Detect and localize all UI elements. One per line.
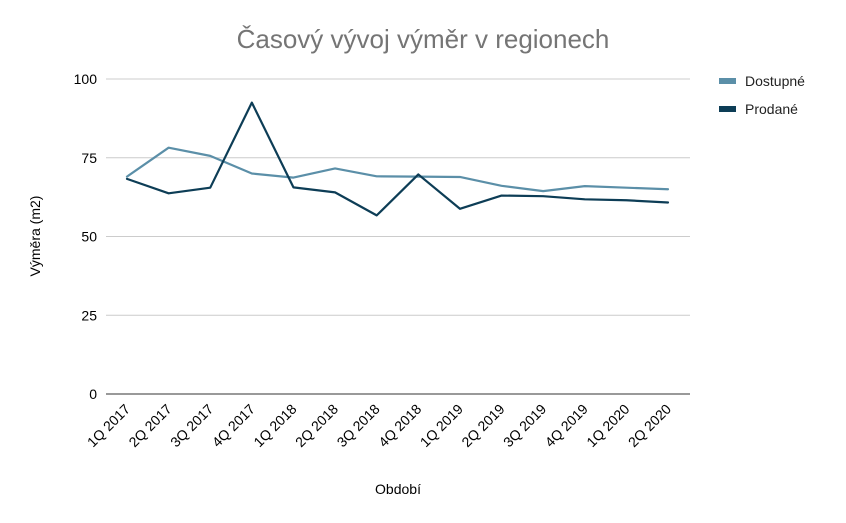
x-tick-label: 3Q 2017 bbox=[167, 401, 216, 450]
x-tick-label: 2Q 2019 bbox=[458, 401, 507, 450]
y-tick-label: 75 bbox=[81, 150, 97, 166]
legend-label: Dostupné bbox=[745, 73, 805, 89]
gridlines bbox=[106, 78, 690, 395]
x-tick-label: 3Q 2019 bbox=[500, 401, 549, 450]
x-tick-label: 3Q 2018 bbox=[334, 401, 383, 450]
x-tick-label: 1Q 2018 bbox=[250, 401, 299, 450]
y-tick-label: 25 bbox=[81, 307, 97, 323]
y-tick-labels: 0 25 50 75 100 bbox=[74, 71, 98, 402]
y-tick-label: 50 bbox=[81, 229, 97, 245]
x-tick-label: 1Q 2017 bbox=[84, 401, 133, 450]
y-tick-label: 0 bbox=[89, 386, 97, 402]
x-tick-label: 1Q 2019 bbox=[417, 401, 466, 450]
x-tick-label: 2Q 2020 bbox=[625, 401, 674, 450]
x-axis-label: Období bbox=[375, 481, 421, 497]
x-tick-label: 4Q 2017 bbox=[209, 401, 258, 450]
legend: Dostupné Prodané bbox=[719, 73, 805, 117]
x-tick-label: 2Q 2017 bbox=[125, 401, 174, 450]
series-lines bbox=[125, 101, 670, 217]
x-tick-label: 2Q 2018 bbox=[292, 401, 341, 450]
y-axis-label: Výměra (m2) bbox=[27, 196, 43, 277]
chart-title: Časový vývoj výměr v regionech bbox=[237, 24, 610, 54]
x-tick-label: 1Q 2020 bbox=[583, 401, 632, 450]
y-tick-label: 100 bbox=[74, 71, 98, 87]
x-tick-label: 4Q 2019 bbox=[542, 401, 591, 450]
x-tick-label: 4Q 2018 bbox=[375, 401, 424, 450]
legend-label: Prodané bbox=[745, 101, 798, 117]
series-line-2 bbox=[125, 101, 670, 217]
legend-swatch bbox=[719, 78, 736, 84]
series-line-1 bbox=[125, 146, 670, 193]
legend-swatch bbox=[719, 106, 736, 112]
